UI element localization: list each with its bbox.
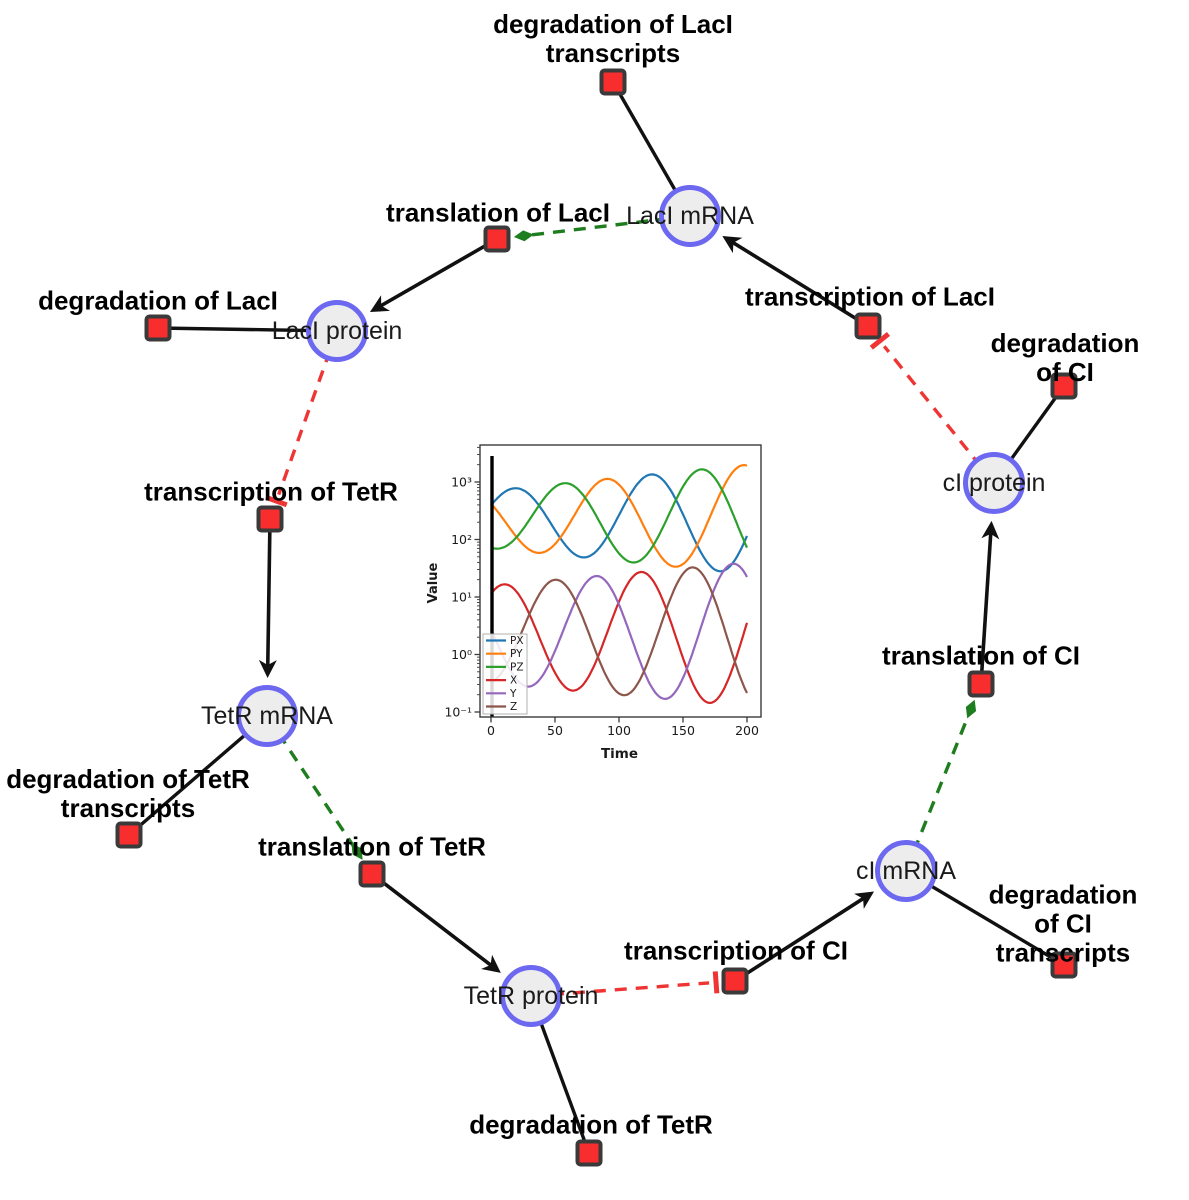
reaction-label-degradation-of-laci: degradation of LacI [38,285,278,316]
svg-text:Time: Time [601,746,638,762]
reaction-node-transcription-of-ci [721,967,749,995]
svg-text:10²: 10² [451,532,472,547]
reaction-label-translation-of-ci: translation of CI [882,640,1080,671]
svg-text:Value: Value [426,562,441,603]
reaction-label-degradation-of-ci: degradation of CI [990,328,1140,387]
species-node-laci-mrna: LacI mRNA [626,185,754,247]
reaction-node-degradation-of-laci [144,314,172,342]
reaction-node-degradation-of-tetr-transcripts [115,821,143,849]
reaction-label-degradation-of-laci-transcripts: degradation of LacI transcripts [493,9,733,68]
svg-text:150: 150 [671,723,695,738]
species-node-ci-mrna-label: cI mRNA [856,856,956,885]
svg-text:100: 100 [607,723,631,738]
species-node-ci-mrna: cI mRNA [856,840,956,902]
reaction-node-translation-of-ci [967,670,995,698]
species-node-tetr-protein-label: TetR protein [463,981,599,1010]
species-node-tetr-protein: TetR protein [464,965,598,1027]
svg-text:200: 200 [735,723,759,738]
reaction-label-transcription-of-laci: transcription of LacI [745,281,995,312]
reaction-label-translation-of-tetr: translation of TetR [258,831,486,862]
svg-text:10³: 10³ [451,475,472,490]
reaction-node-degradation-of-ci [1050,372,1078,400]
svg-text:10⁻¹: 10⁻¹ [444,705,472,720]
species-node-tetr-mrna: TetR mRNA [201,685,333,747]
reaction-label-transcription-of-ci: transcription of CI [624,935,848,966]
reaction-label-degradation-of-tetr: degradation of TetR [469,1109,713,1140]
simulation-chart: 0 50 100 150 20010³10²10¹10⁰10⁻¹TimeValuePXP… [426,444,762,762]
reaction-node-translation-of-tetr [358,860,386,888]
reaction-label-translation-of-laci: translation of LacI [386,197,610,228]
svg-text:10⁰: 10⁰ [451,647,472,662]
species-node-laci-protein: LacI protein [272,300,402,362]
svg-text:10¹: 10¹ [451,590,472,605]
species-node-ci-protein: cI protein [943,452,1045,514]
reaction-label-transcription-of-tetr: transcription of TetR [144,476,398,507]
svg-text:PZ: PZ [510,661,524,673]
reaction-label-degradation-of-ci-transcripts: degradation of CI transcripts [988,879,1138,968]
svg-text:PY: PY [510,648,523,660]
species-node-laci-mrna-label: LacI mRNA [626,201,754,230]
svg-text:50: 50 [547,723,563,738]
species-node-tetr-mrna-label: TetR mRNA [201,701,333,730]
reaction-node-degradation-of-ci-transcripts [1050,951,1078,979]
reaction-node-transcription-of-tetr [256,505,284,533]
svg-text:Y: Y [509,688,517,700]
species-node-ci-protein-label: cI protein [942,468,1046,497]
species-node-laci-protein-label: LacI protein [271,316,403,345]
reaction-label-degradation-of-tetr-transcripts: degradation of TetR transcripts [6,764,250,823]
reaction-node-transcription-of-laci [854,312,882,340]
reaction-node-translation-of-laci [483,225,511,253]
svg-text:PX: PX [510,635,524,647]
svg-text:X: X [510,675,517,687]
reaction-node-degradation-of-laci-transcripts [599,68,627,96]
reaction-node-degradation-of-tetr [575,1139,603,1167]
svg-text:0: 0 [487,723,495,738]
svg-text:Z: Z [510,701,517,713]
